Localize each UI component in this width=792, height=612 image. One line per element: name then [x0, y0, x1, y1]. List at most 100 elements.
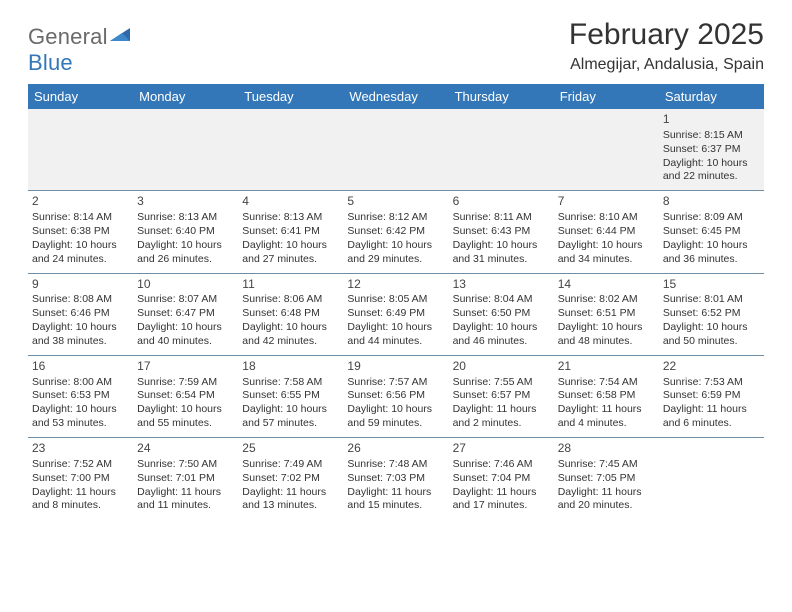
sunset-text: Sunset: 6:44 PM [558, 225, 655, 239]
dayname-friday: Friday [554, 84, 659, 109]
sunset-text: Sunset: 7:05 PM [558, 472, 655, 486]
daylight-text: Daylight: 10 hours and 40 minutes. [137, 321, 234, 349]
day-cell: 24Sunrise: 7:50 AMSunset: 7:01 PMDayligh… [133, 438, 238, 520]
day-number: 22 [663, 359, 760, 375]
day-number: 7 [558, 194, 655, 210]
day-number: 28 [558, 441, 655, 457]
daylight-text: Daylight: 10 hours and 38 minutes. [32, 321, 129, 349]
sunset-text: Sunset: 7:04 PM [453, 472, 550, 486]
sunset-text: Sunset: 6:53 PM [32, 389, 129, 403]
day-cell: 27Sunrise: 7:46 AMSunset: 7:04 PMDayligh… [449, 438, 554, 520]
daylight-text: Daylight: 10 hours and 59 minutes. [347, 403, 444, 431]
daylight-text: Daylight: 10 hours and 46 minutes. [453, 321, 550, 349]
day-cell: 16Sunrise: 8:00 AMSunset: 6:53 PMDayligh… [28, 355, 133, 437]
daylight-text: Daylight: 10 hours and 57 minutes. [242, 403, 339, 431]
sunset-text: Sunset: 6:56 PM [347, 389, 444, 403]
calendar-header-row: SundayMondayTuesdayWednesdayThursdayFrid… [28, 84, 764, 109]
location-text: Almegijar, Andalusia, Spain [569, 56, 764, 74]
sunrise-text: Sunrise: 7:55 AM [453, 376, 550, 390]
sunrise-text: Sunrise: 8:04 AM [453, 293, 550, 307]
sunset-text: Sunset: 6:58 PM [558, 389, 655, 403]
day-cell: 23Sunrise: 7:52 AMSunset: 7:00 PMDayligh… [28, 438, 133, 520]
day-number: 6 [453, 194, 550, 210]
day-number: 24 [137, 441, 234, 457]
day-number: 2 [32, 194, 129, 210]
calendar-body: 1Sunrise: 8:15 AMSunset: 6:37 PMDaylight… [28, 109, 764, 520]
daylight-text: Daylight: 11 hours and 20 minutes. [558, 486, 655, 514]
daylight-text: Daylight: 10 hours and 34 minutes. [558, 239, 655, 267]
sunrise-text: Sunrise: 7:48 AM [347, 458, 444, 472]
day-cell [554, 109, 659, 191]
sunrise-text: Sunrise: 7:46 AM [453, 458, 550, 472]
day-cell: 3Sunrise: 8:13 AMSunset: 6:40 PMDaylight… [133, 191, 238, 273]
daylight-text: Daylight: 10 hours and 24 minutes. [32, 239, 129, 267]
week-row: 16Sunrise: 8:00 AMSunset: 6:53 PMDayligh… [28, 355, 764, 437]
sunrise-text: Sunrise: 7:49 AM [242, 458, 339, 472]
day-cell: 14Sunrise: 8:02 AMSunset: 6:51 PMDayligh… [554, 273, 659, 355]
day-cell: 25Sunrise: 7:49 AMSunset: 7:02 PMDayligh… [238, 438, 343, 520]
dayname-sunday: Sunday [28, 84, 133, 109]
sunset-text: Sunset: 6:52 PM [663, 307, 760, 321]
day-number: 3 [137, 194, 234, 210]
sunset-text: Sunset: 6:55 PM [242, 389, 339, 403]
sunset-text: Sunset: 6:42 PM [347, 225, 444, 239]
day-cell: 8Sunrise: 8:09 AMSunset: 6:45 PMDaylight… [659, 191, 764, 273]
sunrise-text: Sunrise: 8:11 AM [453, 211, 550, 225]
sunset-text: Sunset: 6:46 PM [32, 307, 129, 321]
sunrise-text: Sunrise: 8:13 AM [137, 211, 234, 225]
sunset-text: Sunset: 6:50 PM [453, 307, 550, 321]
daylight-text: Daylight: 11 hours and 15 minutes. [347, 486, 444, 514]
dayname-saturday: Saturday [659, 84, 764, 109]
day-number: 14 [558, 277, 655, 293]
daylight-text: Daylight: 10 hours and 29 minutes. [347, 239, 444, 267]
day-number: 17 [137, 359, 234, 375]
daylight-text: Daylight: 10 hours and 50 minutes. [663, 321, 760, 349]
day-number: 11 [242, 277, 339, 293]
day-cell [238, 109, 343, 191]
daylight-text: Daylight: 11 hours and 4 minutes. [558, 403, 655, 431]
dayname-wednesday: Wednesday [343, 84, 448, 109]
day-cell [133, 109, 238, 191]
day-number: 10 [137, 277, 234, 293]
sunrise-text: Sunrise: 8:15 AM [663, 129, 760, 143]
week-row: 9Sunrise: 8:08 AMSunset: 6:46 PMDaylight… [28, 273, 764, 355]
logo-text: GeneralBlue [28, 24, 132, 76]
sunrise-text: Sunrise: 7:57 AM [347, 376, 444, 390]
day-number: 4 [242, 194, 339, 210]
calendar-page: GeneralBlue February 2025 Almegijar, And… [0, 0, 792, 612]
week-row: 2Sunrise: 8:14 AMSunset: 6:38 PMDaylight… [28, 191, 764, 273]
day-cell [449, 109, 554, 191]
sunset-text: Sunset: 7:00 PM [32, 472, 129, 486]
day-cell: 21Sunrise: 7:54 AMSunset: 6:58 PMDayligh… [554, 355, 659, 437]
day-number: 21 [558, 359, 655, 375]
sunrise-text: Sunrise: 8:08 AM [32, 293, 129, 307]
day-cell [343, 109, 448, 191]
sunset-text: Sunset: 6:57 PM [453, 389, 550, 403]
day-number: 23 [32, 441, 129, 457]
page-title: February 2025 [569, 18, 764, 52]
day-cell: 19Sunrise: 7:57 AMSunset: 6:56 PMDayligh… [343, 355, 448, 437]
sunrise-text: Sunrise: 7:52 AM [32, 458, 129, 472]
sunset-text: Sunset: 6:41 PM [242, 225, 339, 239]
day-number: 18 [242, 359, 339, 375]
sunset-text: Sunset: 6:47 PM [137, 307, 234, 321]
daylight-text: Daylight: 11 hours and 2 minutes. [453, 403, 550, 431]
daylight-text: Daylight: 11 hours and 6 minutes. [663, 403, 760, 431]
day-number: 16 [32, 359, 129, 375]
day-cell: 17Sunrise: 7:59 AMSunset: 6:54 PMDayligh… [133, 355, 238, 437]
sunrise-text: Sunrise: 8:05 AM [347, 293, 444, 307]
day-number: 25 [242, 441, 339, 457]
daylight-text: Daylight: 10 hours and 55 minutes. [137, 403, 234, 431]
logo-word-general: General [28, 24, 108, 49]
sunrise-text: Sunrise: 8:06 AM [242, 293, 339, 307]
daylight-text: Daylight: 11 hours and 8 minutes. [32, 486, 129, 514]
sunrise-text: Sunrise: 7:54 AM [558, 376, 655, 390]
calendar-table: SundayMondayTuesdayWednesdayThursdayFrid… [28, 84, 764, 520]
sunrise-text: Sunrise: 8:13 AM [242, 211, 339, 225]
day-cell: 20Sunrise: 7:55 AMSunset: 6:57 PMDayligh… [449, 355, 554, 437]
day-number: 12 [347, 277, 444, 293]
title-block: February 2025 Almegijar, Andalusia, Spai… [569, 18, 764, 74]
daylight-text: Daylight: 10 hours and 22 minutes. [663, 157, 760, 185]
header: GeneralBlue February 2025 Almegijar, And… [28, 18, 764, 76]
sunset-text: Sunset: 6:51 PM [558, 307, 655, 321]
